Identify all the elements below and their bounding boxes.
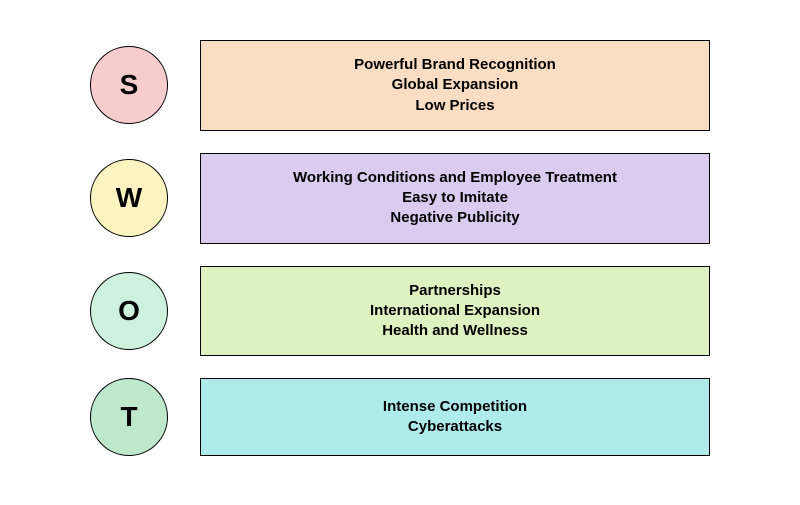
- swot-item: Low Prices: [415, 96, 494, 116]
- swot-circle-w: W: [90, 159, 168, 237]
- swot-item: Intense Competition: [383, 397, 527, 417]
- swot-item: Partnerships: [409, 281, 501, 301]
- swot-row-strengths: S Powerful Brand Recognition Global Expa…: [90, 40, 710, 131]
- swot-box-weaknesses: Working Conditions and Employee Treatmen…: [200, 153, 710, 244]
- swot-item: Negative Publicity: [390, 208, 519, 228]
- swot-letter-w: W: [116, 182, 142, 214]
- swot-row-opportunities: O Partnerships International Expansion H…: [90, 266, 710, 357]
- swot-circle-t: T: [90, 378, 168, 456]
- swot-box-opportunities: Partnerships International Expansion Hea…: [200, 266, 710, 357]
- swot-item: Cyberattacks: [408, 417, 502, 437]
- swot-item: Easy to Imitate: [402, 188, 508, 208]
- swot-box-strengths: Powerful Brand Recognition Global Expans…: [200, 40, 710, 131]
- swot-row-threats: T Intense Competition Cyberattacks: [90, 378, 710, 456]
- swot-circle-s: S: [90, 46, 168, 124]
- swot-item: Global Expansion: [392, 75, 519, 95]
- swot-item: Working Conditions and Employee Treatmen…: [293, 168, 617, 188]
- swot-box-threats: Intense Competition Cyberattacks: [200, 378, 710, 456]
- swot-letter-o: O: [118, 295, 140, 327]
- swot-item: International Expansion: [370, 301, 540, 321]
- swot-row-weaknesses: W Working Conditions and Employee Treatm…: [90, 153, 710, 244]
- swot-item: Powerful Brand Recognition: [354, 55, 556, 75]
- swot-circle-o: O: [90, 272, 168, 350]
- swot-item: Health and Wellness: [382, 321, 528, 341]
- swot-diagram: S Powerful Brand Recognition Global Expa…: [90, 40, 710, 478]
- swot-letter-s: S: [120, 69, 139, 101]
- swot-letter-t: T: [120, 401, 137, 433]
